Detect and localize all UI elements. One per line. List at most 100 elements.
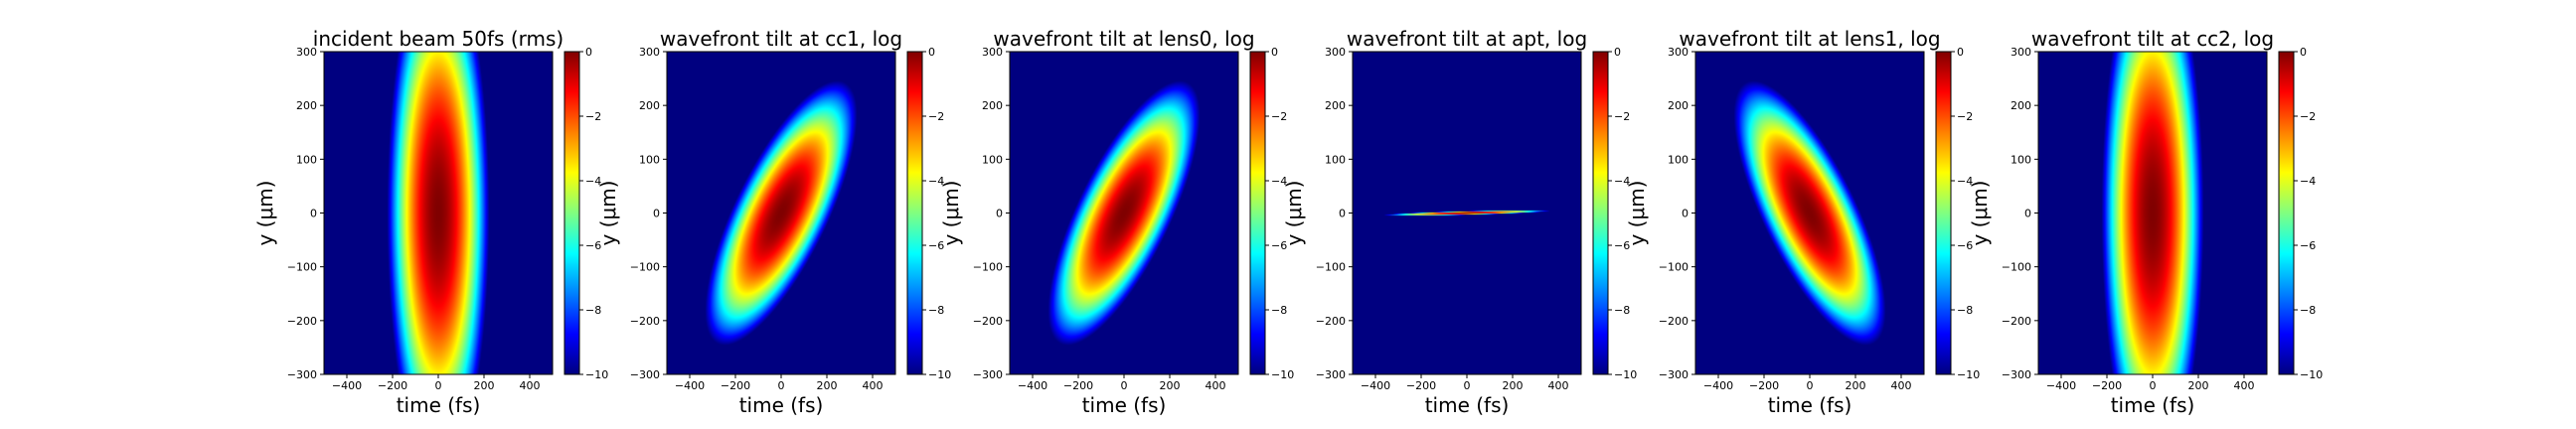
x-tick-label: −200 — [1749, 379, 1779, 392]
colorbar-tick-label: −8 — [585, 304, 601, 317]
colorbar — [2278, 51, 2295, 375]
y-tick-label: 300 — [296, 46, 317, 59]
colorbar-tick-label: −6 — [1271, 239, 1287, 252]
plot-title: wavefront tilt at apt, log — [1347, 27, 1587, 51]
x-axis-label: time (fs) — [1082, 393, 1167, 417]
panel-3: wavefront tilt at lens0, log −400 −200 0 200… — [939, 27, 1294, 417]
x-axis-label: time (fs) — [397, 393, 481, 417]
y-axis-label: y (μm) — [596, 180, 620, 245]
colorbar-tick-label: 0 — [928, 46, 935, 59]
panel-4: wavefront tilt at apt, log−400 −200 0 200 40… — [1282, 27, 1637, 417]
y-tick-label: 100 — [296, 153, 317, 166]
x-tick-label: 0 — [778, 379, 785, 392]
y-tick-label: 0 — [1682, 208, 1689, 220]
y-tick-label: 200 — [982, 99, 1003, 112]
panel-5: wavefront tilt at lens1, log−400 −200 0 200… — [1625, 27, 1980, 417]
x-tick-label: 0 — [1464, 379, 1471, 392]
x-tick-label: −200 — [1406, 379, 1436, 392]
x-tick-label: 200 — [1846, 379, 1866, 392]
y-tick-label: −100 — [1316, 261, 1346, 274]
y-tick-label: −200 — [1316, 315, 1346, 328]
x-tick-label: 0 — [1807, 379, 1814, 392]
colorbar-tick-label: 0 — [1271, 46, 1278, 59]
y-tick-label: 0 — [1339, 208, 1346, 220]
colorbar-tick-label: −6 — [585, 239, 601, 252]
y-axis-label: y (μm) — [939, 180, 963, 245]
heatmap-image — [1353, 52, 1581, 374]
x-tick-label: 200 — [1503, 379, 1524, 392]
x-tick-label: −400 — [332, 379, 362, 392]
colorbar — [564, 51, 580, 375]
x-tick-label: 200 — [474, 379, 495, 392]
x-tick-label: −200 — [1063, 379, 1093, 392]
y-tick-label: 200 — [2011, 99, 2031, 112]
y-tick-label: 100 — [639, 153, 660, 166]
colorbar-tick-label: −8 — [928, 304, 944, 317]
colorbar-tick-label: −10 — [928, 368, 951, 381]
colorbar-tick-label: −6 — [928, 239, 944, 252]
y-tick-label: −300 — [973, 368, 1003, 381]
panel-1: incident beam 50fs (rms)−400 −200 0 200 4003… — [253, 27, 608, 417]
y-tick-label: −200 — [287, 315, 317, 328]
x-tick-label: 400 — [1548, 379, 1569, 392]
x-tick-label: −400 — [675, 379, 705, 392]
colorbar — [1249, 51, 1266, 375]
y-tick-label: −200 — [973, 315, 1003, 328]
x-tick-label: 400 — [2234, 379, 2255, 392]
colorbar-tick-label: −2 — [585, 110, 601, 123]
y-tick-label: −200 — [1659, 315, 1689, 328]
x-axis-label: time (fs) — [2111, 393, 2195, 417]
colorbar-tick-label: −10 — [2300, 368, 2323, 381]
x-tick-label: 400 — [1891, 379, 1912, 392]
y-tick-label: −200 — [630, 315, 660, 328]
colorbar-tick-label: −6 — [1614, 239, 1630, 252]
y-axis-label: y (μm) — [253, 180, 277, 245]
x-tick-label: 200 — [1160, 379, 1181, 392]
colorbar-tick-label: −4 — [1614, 175, 1630, 188]
heatmap-image — [2038, 52, 2267, 374]
colorbar — [1935, 51, 1952, 375]
y-tick-label: 0 — [2024, 208, 2031, 220]
colorbar-tick-label: −4 — [1957, 175, 1973, 188]
y-tick-label: −300 — [2002, 368, 2031, 381]
colorbar-tick-label: −4 — [585, 175, 601, 188]
y-tick-label: 200 — [1325, 99, 1346, 112]
y-tick-label: −200 — [2002, 315, 2031, 328]
colorbar — [1592, 51, 1609, 375]
plot-title: wavefront tilt at lens0, log — [993, 27, 1254, 51]
x-tick-label: −400 — [1361, 379, 1390, 392]
colorbar-tick-label: −8 — [2300, 304, 2316, 317]
plot-title: wavefront tilt at cc1, log — [660, 27, 902, 51]
x-tick-label: −400 — [1703, 379, 1733, 392]
y-tick-label: −100 — [973, 261, 1003, 274]
x-axis-label: time (fs) — [739, 393, 824, 417]
colorbar-tick-label: 0 — [2300, 46, 2307, 59]
colorbar-tick-label: −8 — [1614, 304, 1630, 317]
colorbar-tick-label: 0 — [1614, 46, 1621, 59]
x-tick-label: −400 — [2046, 379, 2076, 392]
colorbar-tick-label: −4 — [928, 175, 944, 188]
x-tick-label: −200 — [2092, 379, 2122, 392]
y-axis-label: y (μm) — [1968, 180, 1992, 245]
colorbar-tick-label: −2 — [1271, 110, 1287, 123]
colorbar-tick-label: −10 — [1614, 368, 1637, 381]
colorbar-tick-label: −6 — [1957, 239, 1973, 252]
colorbar-tick-label: −10 — [585, 368, 608, 381]
x-tick-label: 0 — [1121, 379, 1128, 392]
x-tick-label: −200 — [721, 379, 750, 392]
colorbar-tick-label: −4 — [2300, 175, 2316, 188]
colorbar-tick-label: −4 — [1271, 175, 1287, 188]
y-tick-label: −100 — [1659, 261, 1689, 274]
y-tick-label: 0 — [653, 208, 660, 220]
y-tick-label: 200 — [1668, 99, 1689, 112]
y-tick-label: −300 — [1659, 368, 1689, 381]
colorbar-tick-label: −8 — [1957, 304, 1973, 317]
x-axis-label: time (fs) — [1768, 393, 1852, 417]
y-axis-label: y (μm) — [1282, 180, 1306, 245]
x-tick-label: 200 — [2188, 379, 2209, 392]
x-tick-label: −400 — [1018, 379, 1047, 392]
y-tick-label: −100 — [287, 261, 317, 274]
heatmap-image — [324, 52, 553, 374]
heatmap-image — [1695, 52, 1924, 374]
